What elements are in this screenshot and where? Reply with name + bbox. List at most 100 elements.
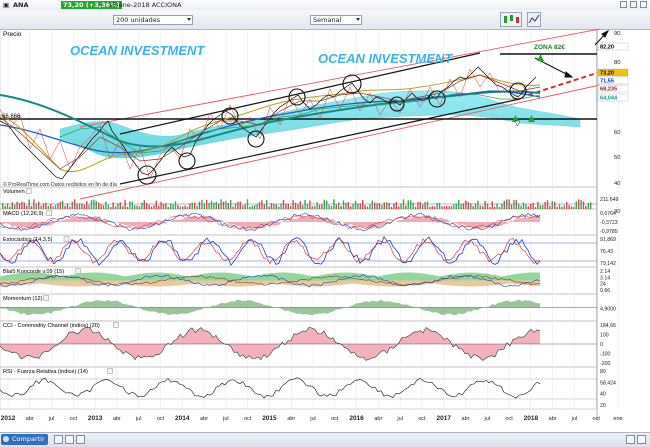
price-change-badge: 73,20 (+3,36%)	[61, 1, 122, 9]
panel-settings-icon[interactable]	[63, 236, 70, 242]
indicator-icon	[528, 14, 540, 24]
red-channel-upper	[79, 29, 601, 128]
indicator-panel-label: CCI - Commodity Channel (indice) (20)	[3, 323, 100, 329]
watermark-right: OCEAN INVESTMENT	[318, 51, 453, 66]
time-axis-tick: abr	[200, 416, 208, 422]
app-icon: ▣	[3, 1, 10, 9]
indicator-panel-label: Blai5 Koncorde v.09 (15)	[3, 269, 64, 275]
time-axis-tick: jul	[222, 416, 229, 422]
indicator-panel-label: Estocástico (14,3,5)	[3, 237, 53, 243]
price-tag: 82,20	[597, 42, 629, 51]
units-select-value: 200 unidades	[116, 16, 161, 24]
zoom-out-icon[interactable]	[65, 435, 74, 444]
panel-settings-icon[interactable]	[107, 368, 113, 374]
chevron-down-icon	[356, 18, 360, 21]
bottom-bar: Compartir	[0, 432, 650, 447]
indicator-axis-tick: 4,9000	[600, 307, 616, 313]
highlight-circles	[137, 74, 527, 185]
time-axis-tick: oct	[418, 416, 426, 422]
candlestick-icon	[504, 15, 519, 23]
svg-text:68,235: 68,235	[600, 87, 617, 93]
panel-settings-icon[interactable]	[75, 268, 81, 274]
watermark-left: OCEAN INVESTMENT	[70, 43, 205, 58]
time-axis-tick: 2013	[88, 415, 103, 422]
period-select[interactable]: Semanal	[310, 15, 362, 25]
time-axis-tick: 2017	[436, 415, 451, 422]
units-select[interactable]: 200 unidades	[113, 15, 193, 25]
indicator-panel-label: RSI - Fuerza Relativa (indice) (14)	[3, 369, 88, 375]
date-name-label: 15-ene-2018 ACCIONA	[108, 1, 182, 9]
price-axis-tick: 90	[614, 31, 620, 37]
indicator-axis-tick: 79,142	[600, 261, 616, 267]
time-axis-tick: oct	[70, 416, 78, 422]
time-axis-tick: 2012	[1, 415, 16, 422]
indicator-axis-tick: 0,6764	[600, 211, 616, 217]
indicator-panel-label: Volumen	[3, 189, 25, 195]
level-66-label: 66,666	[2, 114, 21, 120]
time-axis-tick: oct	[505, 416, 513, 422]
time-axis-tick: abr	[287, 416, 295, 422]
settings-icon[interactable]	[76, 435, 85, 444]
indicator-button[interactable]	[527, 12, 541, 27]
chart-type-button[interactable]	[500, 12, 522, 27]
panel-settings-icon[interactable]	[113, 322, 119, 328]
zone-label: ZONA 82€	[534, 44, 565, 51]
time-axis: 2012 abr jul oct 2013 abr jul oct 2014 abr jul oct 2…	[1, 415, 623, 422]
green-arrows	[512, 54, 544, 122]
indicator-axis-tick: 58,424	[600, 380, 616, 386]
price-panel-label: Precio	[3, 31, 22, 38]
indicator-panels[interactable]	[0, 199, 597, 400]
right-price-axis: 9080706050403082,2073,2071,5568,23564,04…	[597, 31, 629, 409]
toolbar: 200 unidades Semanal	[0, 10, 650, 30]
price-axis-tick: 50	[614, 155, 620, 161]
ma-blue-line	[0, 90, 541, 154]
close-icon[interactable]	[640, 1, 647, 8]
zoom-in-icon[interactable]	[54, 435, 63, 444]
red-channel-lower	[79, 84, 601, 200]
price-axis-tick: 40	[614, 181, 620, 187]
time-axis-tick: oct	[157, 416, 165, 422]
panel-settings-icon[interactable]	[43, 295, 49, 301]
time-axis-tick: jul	[571, 416, 578, 422]
projection-dashed-line	[527, 72, 598, 96]
panel-settings-icon[interactable]	[26, 188, 32, 194]
scroll-right-icon[interactable]	[637, 435, 646, 444]
price-tag: 73,20	[597, 68, 629, 77]
indicator-axis-tick: 40	[600, 392, 606, 398]
chart-area[interactable]: Precio OCEAN INVESTMENT OCEAN INVESTMENT…	[0, 29, 650, 433]
scroll-left-icon[interactable]	[626, 435, 635, 444]
indicator-axis-tick: 100	[600, 333, 609, 339]
chevron-down-icon	[187, 18, 191, 21]
indicator-axis-tick: 0	[600, 342, 603, 348]
time-axis-tick: jul	[309, 416, 316, 422]
time-axis-tick: oct	[593, 416, 601, 422]
time-axis-tick: abr	[549, 416, 557, 422]
time-axis-tick: 2014	[175, 415, 190, 422]
time-axis-tick: abr	[26, 416, 34, 422]
svg-text:64,044: 64,044	[600, 96, 618, 102]
maximize-icon[interactable]	[630, 1, 637, 8]
indicator-axis-tick: -200	[600, 361, 610, 367]
time-axis-tick: abr	[462, 416, 470, 422]
time-axis-tick: 2016	[349, 415, 364, 422]
price-tag: 68,235	[597, 84, 629, 93]
price-panel[interactable]	[0, 29, 610, 200]
indicator-axis-tick: 0.66	[600, 288, 610, 294]
share-button[interactable]: Compartir	[1, 434, 48, 445]
indicator-axis-tick: -0,9785	[600, 229, 618, 235]
ma-teal-line	[0, 90, 541, 148]
channel-lower-line	[119, 98, 521, 185]
indicator-axis-tick: 80	[600, 369, 606, 375]
svg-text:71,55: 71,55	[600, 79, 614, 85]
price-tag: 71,55	[597, 76, 629, 85]
panel-settings-icon[interactable]	[46, 210, 52, 216]
ticker-label: ANA	[13, 1, 29, 9]
minimize-icon[interactable]	[620, 1, 627, 8]
svg-text:73,20: 73,20	[600, 71, 614, 77]
share-icon	[3, 436, 9, 442]
time-axis-tick: jul	[48, 416, 55, 422]
white-arrows	[514, 120, 521, 127]
arrows	[534, 29, 610, 78]
time-axis-tick: 2015	[262, 415, 277, 422]
time-axis-tick: oct	[244, 416, 252, 422]
